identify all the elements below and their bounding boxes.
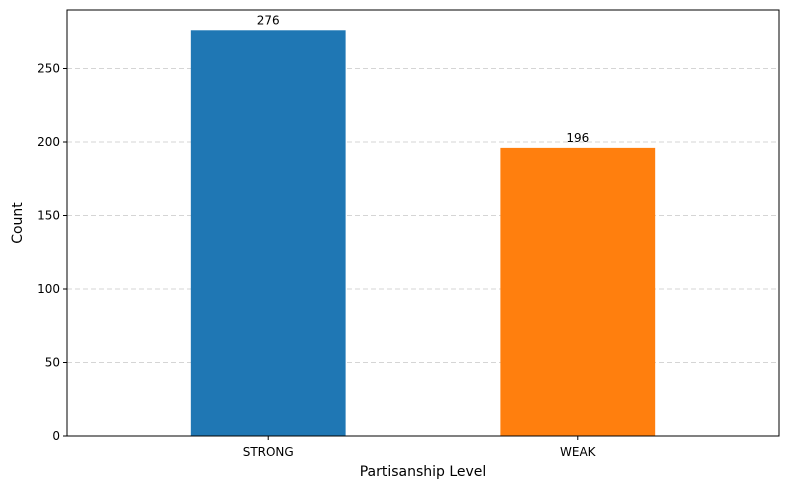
y-tick-label: 200 [37,135,60,149]
y-axis-ticks: 0 50 100 150 200 250 [37,62,67,443]
data-label-weak: 196 [566,131,589,145]
y-tick-label: 250 [37,62,60,76]
bar-weak [500,147,656,436]
bar-strong [190,30,346,437]
bars [190,30,656,437]
y-axis-label: Count [10,202,26,244]
x-axis-ticks: STRONG WEAK [243,436,597,459]
data-label-strong: 276 [257,13,280,27]
y-tick-label: 0 [52,429,60,443]
y-tick-label: 50 [45,356,60,370]
data-labels: 276 196 [257,13,589,145]
plot-frame [66,9,780,437]
y-tick-label: 100 [37,282,60,296]
grid-lines [67,68,779,363]
x-tick-label: STRONG [243,445,294,459]
y-tick-label: 150 [37,209,60,223]
x-axis-label: Partisanship Level [360,464,487,480]
x-tick-label: WEAK [560,445,597,459]
